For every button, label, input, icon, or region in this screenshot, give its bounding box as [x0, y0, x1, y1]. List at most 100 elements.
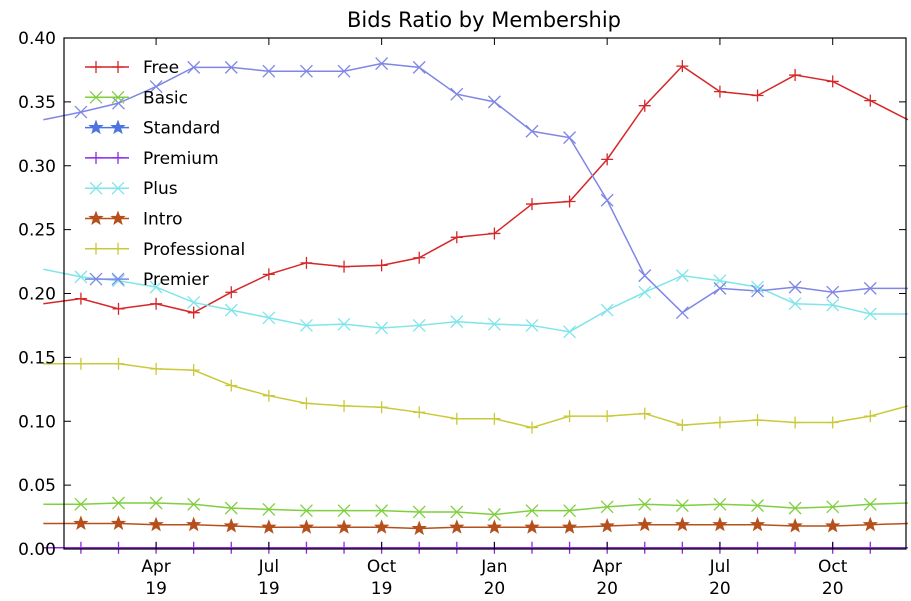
- data-point-professional: [789, 416, 802, 429]
- data-point-free: [676, 60, 689, 73]
- data-point-plus: [751, 280, 764, 294]
- legend-label-free: Free: [143, 58, 179, 78]
- data-point-plus: [863, 307, 877, 321]
- data-point-premium: [74, 541, 87, 554]
- data-point-basic: [149, 496, 163, 510]
- data-point-free: [488, 227, 501, 240]
- data-point-professional: [225, 379, 238, 392]
- data-point-professional: [638, 407, 651, 420]
- data-point-premier: [412, 60, 426, 74]
- data-point-basic: [751, 499, 764, 513]
- data-point-basic: [450, 505, 464, 519]
- data-point-plus: [450, 315, 464, 329]
- data-point-premier: [450, 87, 464, 101]
- data-point-intro: [825, 517, 841, 533]
- data-point-intro: [712, 516, 728, 532]
- data-point-intro: [449, 519, 465, 534]
- data-point-intro: [73, 515, 89, 530]
- data-point-basic: [375, 504, 389, 518]
- legend-marker-premier: [89, 272, 103, 286]
- y-tick-label: 0.20: [18, 285, 56, 305]
- data-point-premier: [187, 60, 201, 74]
- data-point-premium: [789, 541, 802, 554]
- data-point-basic: [826, 500, 840, 514]
- data-point-intro: [223, 517, 239, 533]
- data-point-free: [150, 297, 163, 310]
- legend-marker-standard: [88, 119, 104, 135]
- data-point-premier: [525, 124, 539, 138]
- data-point-premier: [713, 281, 727, 295]
- y-tick-label: 0.35: [18, 93, 56, 113]
- legend-marker-plus: [111, 181, 125, 195]
- data-point-free: [112, 302, 125, 315]
- legend-marker-basic: [89, 90, 103, 104]
- data-point-plus: [563, 325, 577, 339]
- data-point-premium: [300, 541, 313, 554]
- data-point-premier: [788, 280, 802, 294]
- data-point-basic: [600, 500, 614, 514]
- data-point-basic: [112, 496, 125, 510]
- data-point-free: [450, 231, 463, 244]
- data-point-basic: [713, 497, 727, 511]
- data-point-intro: [599, 517, 615, 533]
- data-point-premium: [751, 541, 764, 554]
- data-point-professional: [563, 410, 576, 423]
- data-point-plus: [525, 318, 539, 332]
- legend-marker-intro: [110, 210, 126, 226]
- data-point-professional: [187, 364, 200, 377]
- data-point-plus: [149, 280, 163, 294]
- data-point-premium: [187, 541, 200, 554]
- data-point-basic: [74, 497, 88, 511]
- data-point-premium: [225, 541, 238, 554]
- x-tick-label-year: 20: [596, 579, 618, 599]
- data-point-free: [262, 268, 275, 281]
- data-point-premium: [676, 541, 689, 554]
- data-point-basic: [299, 504, 313, 518]
- data-point-plus: [112, 274, 125, 288]
- legend-marker-intro: [88, 210, 104, 226]
- data-point-professional: [676, 419, 689, 432]
- x-tick-label-month: Jan: [480, 557, 507, 577]
- data-point-premium: [413, 541, 426, 554]
- data-point-free: [525, 198, 538, 211]
- data-point-plus: [299, 318, 313, 332]
- series-line-intro: [43, 522, 908, 530]
- legend-marker-professional: [90, 242, 102, 255]
- x-tick-label-month: Jul: [709, 557, 731, 577]
- data-point-basic: [487, 508, 501, 521]
- series-line-premier: [43, 62, 908, 314]
- data-point-plus: [675, 269, 689, 283]
- data-point-basic: [638, 497, 652, 511]
- legend-marker-standard: [110, 119, 126, 135]
- data-point-professional: [450, 412, 463, 425]
- data-point-intro: [637, 516, 653, 532]
- data-point-intro: [411, 520, 427, 536]
- data-point-plus: [337, 317, 351, 331]
- series-line-basic: [43, 502, 908, 516]
- x-tick-label-year: 20: [822, 579, 844, 599]
- data-point-free: [74, 292, 87, 305]
- data-point-premier: [337, 64, 351, 78]
- data-point-free: [338, 260, 351, 273]
- data-point-plus: [375, 321, 389, 335]
- data-point-free: [300, 256, 313, 269]
- data-point-plus: [224, 303, 238, 317]
- data-point-professional: [375, 401, 388, 414]
- x-tick-label-month: Jul: [258, 557, 280, 577]
- data-point-intro: [749, 516, 766, 532]
- data-point-intro: [261, 519, 277, 534]
- data-point-premier: [563, 131, 577, 145]
- data-point-intro: [674, 516, 691, 532]
- data-point-plus: [412, 318, 426, 332]
- x-tick-label-month: Oct: [818, 557, 848, 577]
- data-point-professional: [413, 406, 426, 419]
- data-point-professional: [150, 362, 163, 375]
- legend-label-intro: Intro: [143, 210, 182, 230]
- data-point-premier: [863, 281, 877, 295]
- data-point-premier: [149, 80, 163, 94]
- data-point-premium: [864, 541, 877, 554]
- data-point-basic: [412, 505, 426, 519]
- y-tick-label: 0.10: [18, 412, 56, 432]
- data-point-intro: [336, 519, 352, 534]
- x-tick-label-month: Apr: [141, 557, 170, 577]
